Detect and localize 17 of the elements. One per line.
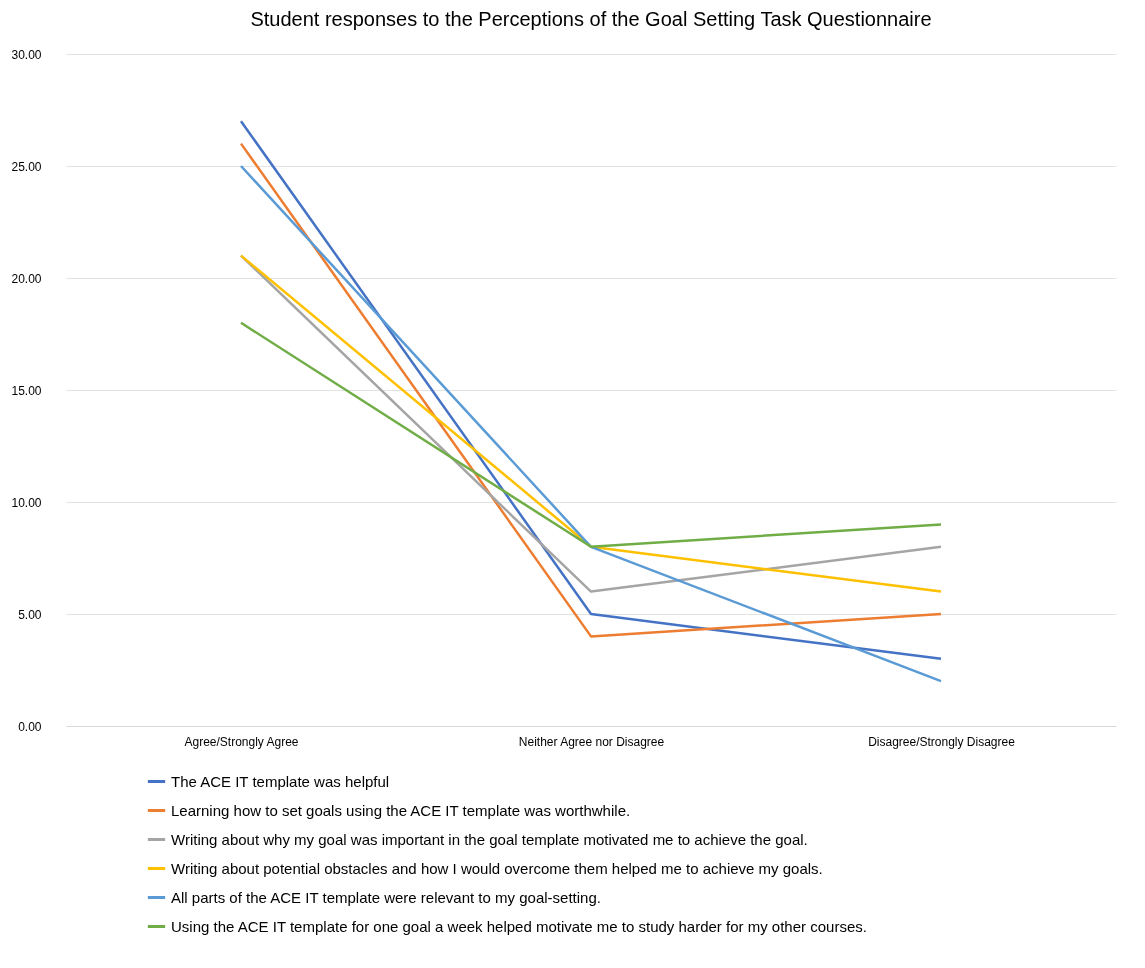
legend-label: Using the ACE IT template for one goal a week helped motivate me to study harder for my other courses. <box>171 917 867 935</box>
x-tick-label: Neither Agree nor Disagree <box>518 734 665 749</box>
legend-label: All parts of the ACE IT template were relevant to my goal-setting. <box>171 888 601 906</box>
x-tick-label: Agree/Strongly Agree <box>184 734 299 749</box>
legend-label: Writing about potential obstacles and how I would overcome them helped me to achieve my goals. <box>171 859 823 877</box>
chart-title: Student responses to the Perceptions of the Goal Setting Task Questionnaire <box>250 8 932 30</box>
x-tick-label: Disagree/Strongly Disagree <box>868 734 1016 749</box>
legend-label: Writing about why my goal was important in the goal template motivated me to achieve the goal. <box>171 830 808 848</box>
legend-label: Learning how to set goals using the ACE IT template was worthwhile. <box>171 801 631 819</box>
y-tick-label: 30.00 <box>11 47 42 62</box>
legend-label: The ACE IT template was helpful <box>171 772 390 790</box>
y-tick-label: 10.00 <box>11 495 42 510</box>
y-tick-label: 15.00 <box>11 383 42 398</box>
y-tick-label: 0.00 <box>18 719 42 734</box>
y-tick-label: 5.00 <box>18 607 42 622</box>
y-tick-label: 25.00 <box>11 159 42 174</box>
y-tick-label: 20.00 <box>11 271 42 286</box>
